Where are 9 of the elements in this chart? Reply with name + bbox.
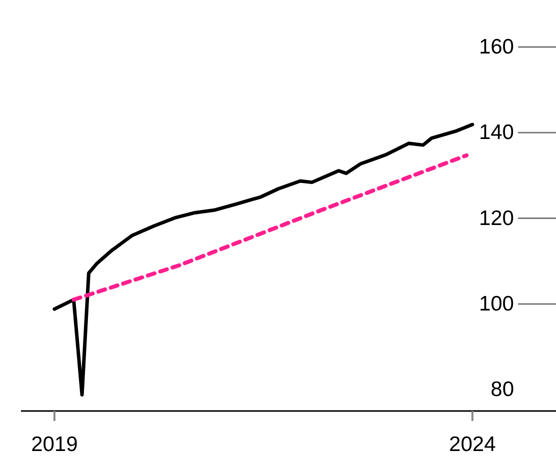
x-tick-label: 2024	[449, 433, 496, 456]
x-tick-label: 2019	[31, 433, 78, 456]
y-tick-label: 140	[478, 121, 514, 144]
y-tick-label: 120	[478, 206, 514, 230]
y-tick-label: 100	[478, 292, 514, 316]
y-tick-label: 160	[478, 36, 514, 58]
line-series	[52, 122, 474, 396]
line-series	[72, 153, 469, 302]
y-tick-label: 80	[490, 378, 514, 402]
